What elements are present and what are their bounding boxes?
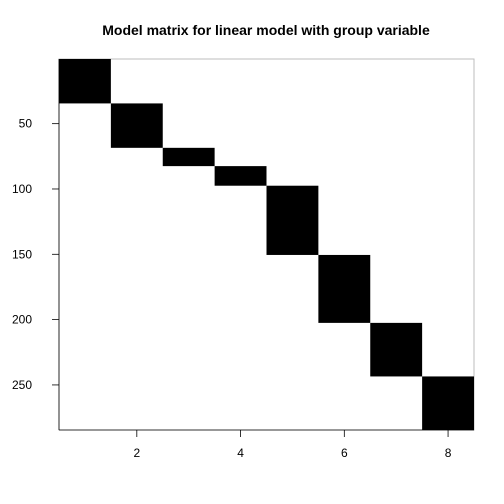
matrix-block-col-5 — [266, 185, 319, 255]
matrix-blocks — [59, 59, 474, 430]
matrix-block-col-4 — [214, 166, 267, 186]
x-tick-label: 6 — [341, 446, 348, 460]
matrix-block-col-1 — [59, 59, 111, 104]
y-tick-label: 250 — [12, 378, 32, 392]
matrix-block-col-6 — [318, 254, 371, 323]
matrix-block-col-7 — [370, 322, 423, 377]
y-tick-label: 200 — [12, 313, 32, 327]
x-tick-label: 4 — [237, 446, 244, 460]
matrix-block-col-8 — [422, 376, 474, 430]
y-tick-label: 150 — [12, 247, 32, 261]
x-tick-label: 2 — [133, 446, 140, 460]
y-axis: 50 100 150 200 250 — [12, 59, 60, 430]
matrix-block-col-3 — [162, 147, 215, 167]
y-tick-label: 50 — [19, 117, 33, 131]
x-axis: 2 4 6 8 — [59, 429, 474, 460]
matrix-block-col-2 — [110, 103, 163, 148]
x-tick-label: 8 — [445, 446, 452, 460]
chart-title: Model matrix for linear model with group… — [102, 22, 430, 38]
y-tick-label: 100 — [12, 182, 32, 196]
